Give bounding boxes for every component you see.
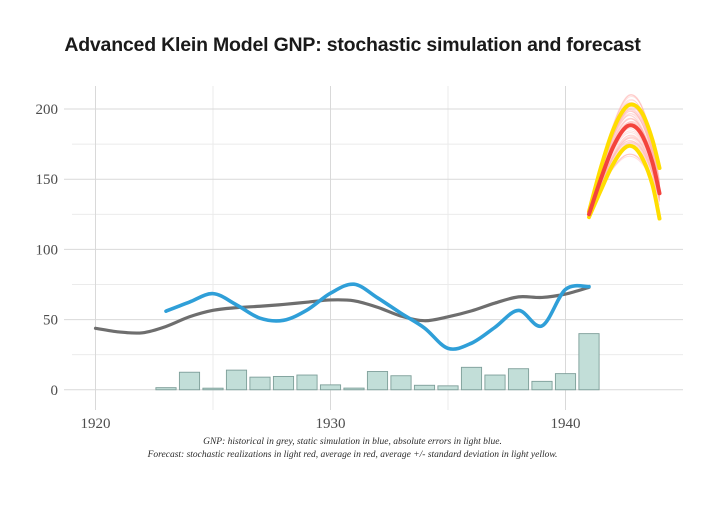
error-bar [484, 374, 506, 391]
error-bar [554, 373, 577, 391]
error-bar [225, 369, 248, 391]
forecast-upper-sd-line [587, 102, 662, 214]
error-bar [460, 366, 483, 391]
y-tick-label: 50 [43, 313, 58, 329]
static-simulation-line [164, 282, 591, 351]
error-bar [319, 384, 342, 391]
error-bar [507, 368, 530, 391]
caption-line-1: GNP: historical in grey, static simulati… [203, 437, 502, 447]
error-bar [155, 387, 177, 391]
x-tick-label: 1930 [316, 416, 346, 432]
error-bar [249, 376, 271, 391]
error-bar [272, 375, 295, 391]
x-axis-tick-labels: 1920 1930 1940 [81, 416, 581, 432]
error-bar [202, 387, 224, 391]
error-bar [531, 380, 553, 391]
y-axis-tick-labels: 0 50 100 150 200 [36, 102, 59, 399]
historical-gnp-line [93, 285, 591, 335]
forecast-realization-line [588, 142, 660, 215]
chart-caption: GNP: historical in grey, static simulati… [0, 436, 705, 462]
y-tick-label: 200 [36, 102, 59, 118]
x-tick-label: 1920 [81, 416, 111, 432]
error-bars-group [155, 333, 600, 391]
error-bar [178, 371, 201, 391]
chart-title: Advanced Klein Model GNP: stochastic sim… [64, 34, 641, 56]
error-bar [343, 387, 365, 391]
forecast-lower-sd-line [587, 143, 662, 221]
y-tick-label: 0 [51, 383, 59, 399]
forecast-average-line [587, 123, 662, 217]
y-tick-label: 150 [36, 172, 59, 188]
caption-line-2: Forecast: stochastic realizations in lig… [147, 450, 558, 460]
error-bar [366, 371, 389, 391]
x-tick-label: 1940 [551, 416, 581, 432]
y-tick-label: 100 [36, 242, 59, 258]
error-bar [437, 385, 459, 391]
series-lines-group [93, 102, 662, 351]
error-bar [413, 384, 436, 391]
error-bar [390, 375, 412, 391]
error-bar [578, 333, 600, 391]
error-bar [296, 374, 318, 391]
